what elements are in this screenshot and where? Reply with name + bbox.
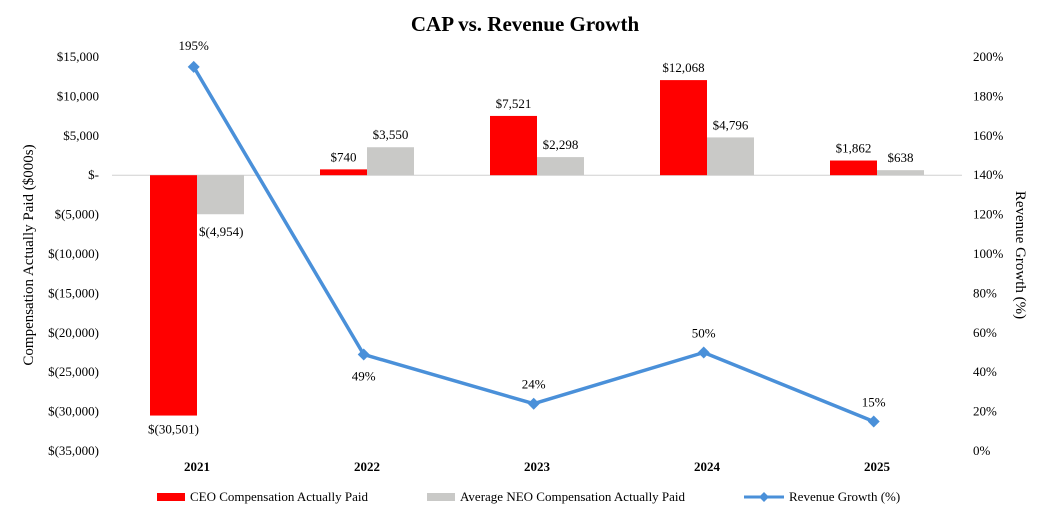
revenue-growth-data-label: 195% bbox=[179, 38, 210, 53]
neo-bar-data-label: $2,298 bbox=[543, 137, 579, 152]
revenue-growth-point bbox=[527, 397, 540, 410]
y-tick-label: $(5,000) bbox=[55, 207, 99, 222]
y-tick-label: $5,000 bbox=[63, 128, 99, 143]
neo-bar-data-label: $3,550 bbox=[373, 127, 409, 142]
category-label: 2024 bbox=[694, 459, 721, 474]
ceo-bar-data-label: $740 bbox=[331, 149, 357, 164]
legend: CEO Compensation Actually Paid Average NE… bbox=[157, 489, 900, 504]
neo-cap-bar bbox=[367, 147, 414, 176]
ceo-bar-data-label: $12,068 bbox=[662, 60, 704, 75]
y-tick-label: $(20,000) bbox=[48, 325, 99, 340]
y2-axis-label: Revenue Growth (%) bbox=[1012, 191, 1028, 319]
ceo-cap-bar bbox=[320, 169, 367, 176]
y2-tick-label: 20% bbox=[973, 404, 997, 419]
y-tick-label: $(10,000) bbox=[48, 246, 99, 261]
chart-title: CAP vs. Revenue Growth bbox=[411, 12, 640, 36]
y2-tick-label: 100% bbox=[973, 246, 1004, 261]
ceo-cap-bar bbox=[660, 80, 707, 176]
neo-cap-bar bbox=[197, 175, 244, 215]
revenue-growth-point bbox=[357, 348, 370, 361]
y2-tick-label: 140% bbox=[973, 167, 1004, 182]
y2-tick-label: 60% bbox=[973, 325, 997, 340]
y2-tick-label: 180% bbox=[973, 88, 1004, 103]
y2-tick-label: 80% bbox=[973, 285, 997, 300]
y2-tick-label: 40% bbox=[973, 364, 997, 379]
ceo-cap-bar bbox=[490, 115, 537, 176]
ceo-cap-bar bbox=[830, 160, 877, 176]
y-tick-label: $15,000 bbox=[57, 49, 99, 64]
category-label: 2022 bbox=[354, 459, 380, 474]
y-tick-label: $(30,000) bbox=[48, 404, 99, 419]
y-tick-label: $(35,000) bbox=[48, 443, 99, 458]
bars-layer bbox=[150, 80, 924, 416]
revenue-growth-data-label: 24% bbox=[522, 377, 546, 392]
data-labels-layer: $(30,501) $740 $7,521 $12,068 $1,862 $(4,954)… bbox=[148, 38, 913, 437]
y2-tick-label: 200% bbox=[973, 49, 1004, 64]
y-tick-label: $- bbox=[88, 167, 99, 182]
legend-label-revenue: Revenue Growth (%) bbox=[789, 489, 900, 504]
category-label: 2025 bbox=[864, 459, 891, 474]
y-tick-label: $(15,000) bbox=[48, 285, 99, 300]
neo-cap-bar bbox=[537, 157, 584, 176]
category-label: 2023 bbox=[524, 459, 551, 474]
neo-cap-bar bbox=[707, 137, 754, 176]
legend-swatch-neo bbox=[427, 493, 455, 501]
neo-cap-bar bbox=[877, 170, 924, 176]
neo-bar-data-label: $(4,954) bbox=[199, 224, 243, 239]
legend-swatch-revenue-marker bbox=[759, 492, 769, 502]
y2-ticks-layer: 200% 180% 160% 140% 120% 100% 80% 60% 40% 20% 0% bbox=[973, 49, 1004, 458]
revenue-growth-point bbox=[697, 346, 710, 359]
ceo-bar-data-label: $(30,501) bbox=[148, 422, 199, 437]
category-label: 2021 bbox=[184, 459, 210, 474]
neo-bar-data-label: $638 bbox=[888, 150, 914, 165]
revenue-growth-point bbox=[867, 415, 880, 428]
ceo-bar-data-label: $7,521 bbox=[496, 96, 532, 111]
legend-label-neo: Average NEO Compensation Actually Paid bbox=[460, 489, 686, 504]
y2-tick-label: 120% bbox=[973, 207, 1004, 222]
revenue-growth-point bbox=[187, 60, 200, 73]
neo-bar-data-label: $4,796 bbox=[713, 117, 749, 132]
y-tick-label: $10,000 bbox=[57, 88, 99, 103]
y-ticks-layer: $15,000 $10,000 $5,000 $- $(5,000) $(10,000) $… bbox=[48, 49, 99, 458]
revenue-growth-data-label: 49% bbox=[352, 368, 376, 383]
ceo-cap-bar bbox=[150, 175, 197, 416]
legend-swatch-ceo bbox=[157, 493, 185, 501]
revenue-growth-data-label: 50% bbox=[692, 326, 716, 341]
revenue-growth-data-label: 15% bbox=[862, 394, 886, 409]
y-axis-label: Compensation Actually Paid ($000s) bbox=[21, 144, 37, 365]
ceo-bar-data-label: $1,862 bbox=[836, 141, 872, 156]
y2-tick-label: 160% bbox=[973, 128, 1004, 143]
legend-label-ceo: CEO Compensation Actually Paid bbox=[190, 489, 369, 504]
revenue-line-layer bbox=[187, 60, 880, 428]
y-tick-label: $(25,000) bbox=[48, 364, 99, 379]
y2-tick-label: 0% bbox=[973, 443, 991, 458]
category-labels-layer: 2021 2022 2023 2024 2025 bbox=[184, 459, 891, 474]
